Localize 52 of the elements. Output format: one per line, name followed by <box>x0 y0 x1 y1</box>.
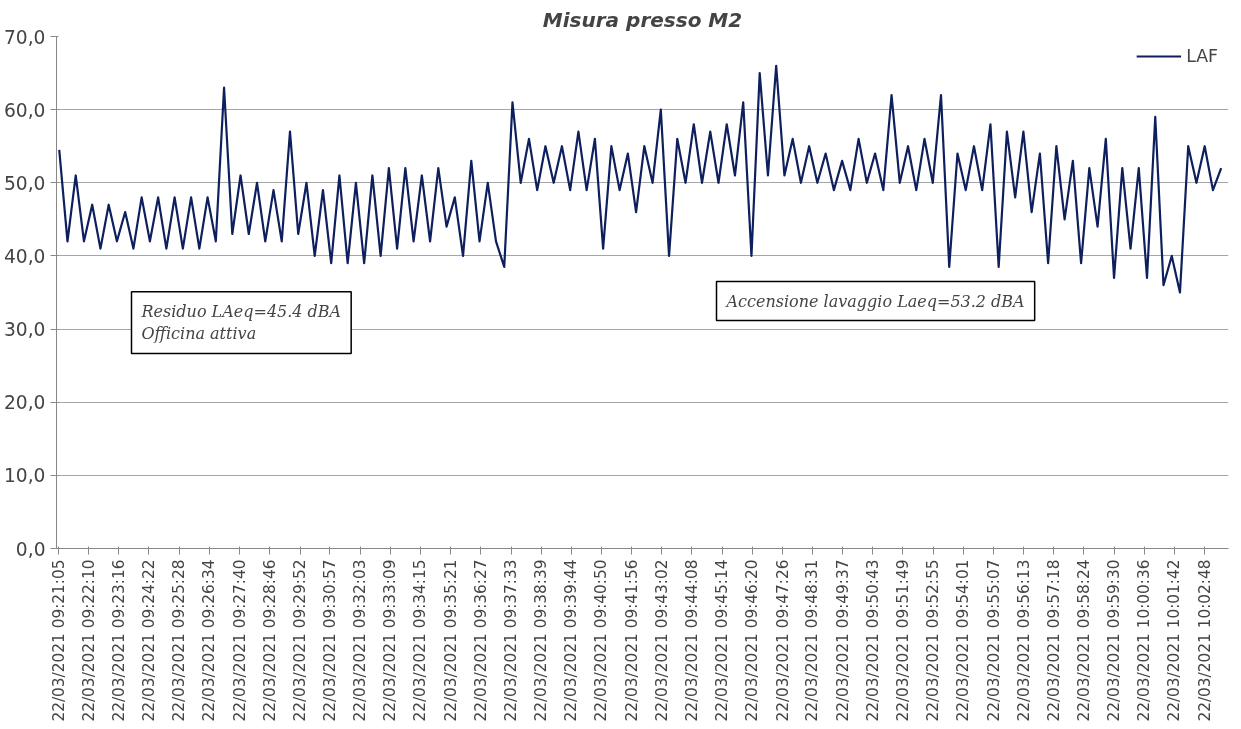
x-tick-label: 22/03/2021 09:41:56 <box>622 559 641 722</box>
y-tick-label: 70,0 <box>3 26 46 48</box>
x-tick-label: 22/03/2021 09:23:16 <box>109 559 128 722</box>
x-tick-label: 22/03/2021 09:35:21 <box>441 559 460 722</box>
line-series <box>58 64 1223 294</box>
x-tick-label: 22/03/2021 09:45:14 <box>713 559 732 722</box>
y-tick-label: 50,0 <box>3 172 46 194</box>
x-tick-label: 22/03/2021 10:02:48 <box>1195 559 1214 722</box>
chart-title: Misura presso M2 <box>542 7 743 32</box>
x-tick-label: 22/03/2021 09:59:30 <box>1105 559 1124 722</box>
x-tick-label: 22/03/2021 09:40:50 <box>592 559 611 722</box>
x-tick-label: 22/03/2021 09:44:08 <box>682 559 701 722</box>
x-tick-label: 22/03/2021 09:38:39 <box>532 559 551 722</box>
x-tick-label: 22/03/2021 10:00:36 <box>1135 559 1154 722</box>
x-tick-label: 22/03/2021 09:54:01 <box>954 559 973 722</box>
x-tick-label: 22/03/2021 09:21:05 <box>49 559 68 722</box>
y-tick-label: 20,0 <box>3 392 46 414</box>
x-tick-label: 22/03/2021 09:29:52 <box>291 559 310 722</box>
x-tick-label: 22/03/2021 09:52:55 <box>924 559 943 722</box>
x-tick-label: 22/03/2021 09:55:07 <box>984 559 1003 722</box>
x-tick-label: 22/03/2021 09:47:26 <box>773 559 792 722</box>
x-tick-label: 22/03/2021 09:46:20 <box>743 559 762 722</box>
x-tick-label: 22/03/2021 09:43:02 <box>652 559 671 722</box>
y-tick-label: 30,0 <box>3 319 46 341</box>
x-tick-label: 22/03/2021 09:49:37 <box>833 559 852 722</box>
x-tick-label: 22/03/2021 09:24:22 <box>139 559 158 722</box>
x-tick-label: 22/03/2021 09:32:03 <box>351 559 370 722</box>
x-tick-label: 22/03/2021 09:28:46 <box>260 559 279 722</box>
y-tick-label: 0,0 <box>15 538 46 560</box>
x-tick-label: 22/03/2021 09:48:31 <box>803 559 822 722</box>
x-tick-label: 22/03/2021 09:51:49 <box>894 559 912 722</box>
y-tick-label: 60,0 <box>3 99 46 121</box>
x-tick-label: 22/03/2021 09:37:33 <box>502 559 521 722</box>
x-tick-label: 22/03/2021 09:33:09 <box>381 559 400 722</box>
x-tick-label: 22/03/2021 09:36:27 <box>471 559 490 722</box>
annotation: Accensione lavaggio Laeq=53.2 dBA <box>724 291 1025 311</box>
x-tick-label: 22/03/2021 09:30:57 <box>320 559 339 722</box>
legend-label: LAF <box>1186 46 1218 66</box>
x-tick-label: 22/03/2021 09:58:24 <box>1074 559 1093 722</box>
x-tick-label: 22/03/2021 09:25:28 <box>170 559 189 722</box>
x-tick-label: 22/03/2021 09:56:13 <box>1014 559 1033 722</box>
x-tick-label: 22/03/2021 09:27:40 <box>230 559 249 722</box>
x-tick-label: 22/03/2021 09:22:10 <box>79 559 98 722</box>
x-tick-label: 22/03/2021 09:39:44 <box>562 559 581 722</box>
x-tick-label: 22/03/2021 09:26:34 <box>200 559 219 722</box>
x-tick-label: 22/03/2021 09:50:43 <box>863 559 882 722</box>
x-tick-label: 22/03/2021 10:01:42 <box>1165 559 1184 722</box>
y-tick-label: 10,0 <box>3 465 46 487</box>
x-tick-label: 22/03/2021 09:57:18 <box>1044 559 1063 722</box>
x-tick-label: 22/03/2021 09:34:15 <box>411 559 430 722</box>
annotation: Residuo LAeq=45.4 dBA Officina attiva <box>140 301 342 344</box>
y-tick-label: 40,0 <box>3 245 46 267</box>
